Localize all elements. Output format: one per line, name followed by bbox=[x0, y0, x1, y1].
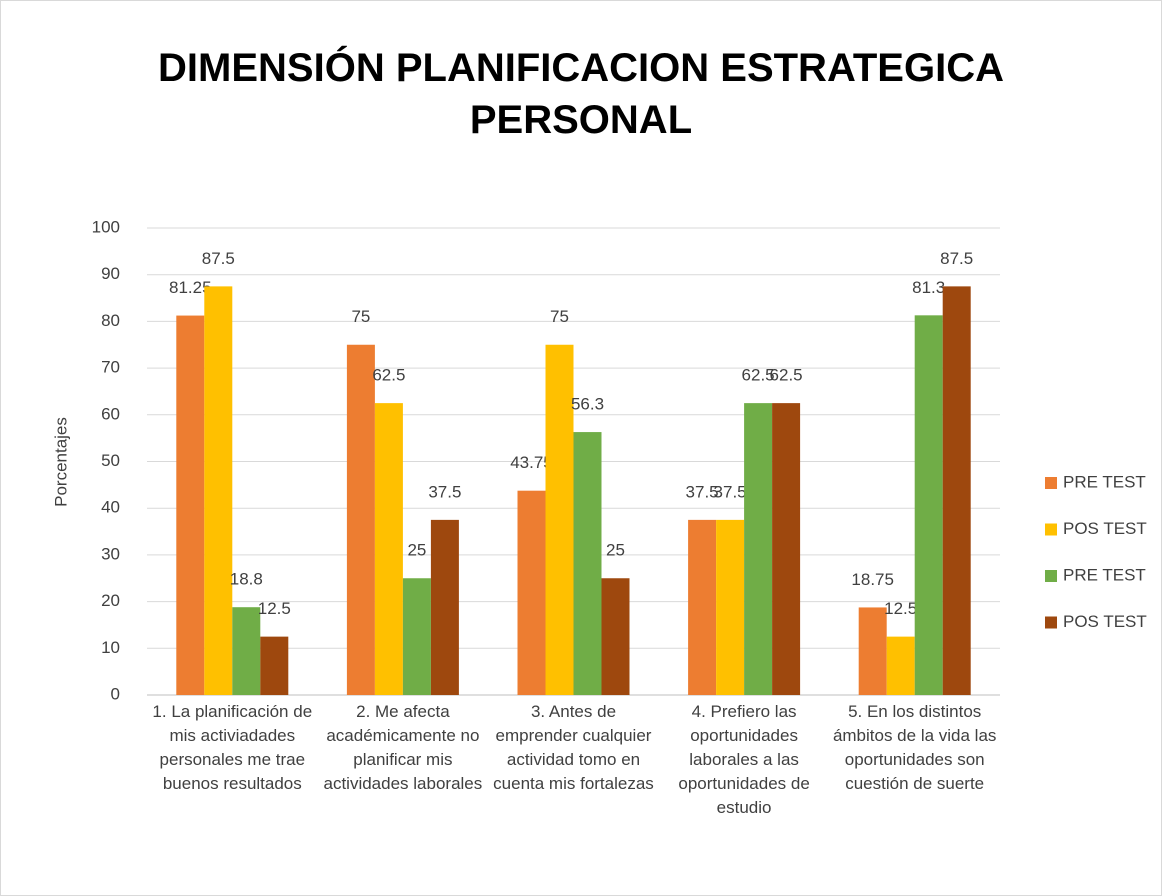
data-label: 18.75 bbox=[851, 570, 894, 589]
x-tick-label: 4. Prefiero las oportunidades laborales … bbox=[678, 702, 810, 817]
bar bbox=[545, 344, 574, 695]
legend-swatch bbox=[1045, 523, 1057, 536]
bar bbox=[914, 315, 943, 695]
data-label: 87.5 bbox=[202, 249, 235, 268]
y-tick-label: 80 bbox=[101, 311, 120, 330]
x-tick-label: 3. Antes de emprender cualquier activida… bbox=[493, 702, 654, 793]
legend-label: POS TEST bbox=[1063, 519, 1147, 538]
y-tick-label: 60 bbox=[101, 404, 120, 423]
y-axis-label: Porcentajes bbox=[51, 417, 70, 507]
legend-swatch bbox=[1045, 477, 1057, 489]
bar bbox=[176, 315, 205, 695]
bar bbox=[601, 578, 630, 695]
bar bbox=[204, 286, 233, 695]
bar bbox=[402, 578, 431, 695]
bar bbox=[744, 403, 773, 695]
data-label: 56.3 bbox=[571, 395, 604, 414]
legend-swatch bbox=[1045, 570, 1057, 582]
y-tick-label: 10 bbox=[101, 638, 120, 657]
bar bbox=[942, 286, 971, 695]
bar bbox=[346, 344, 375, 695]
bar bbox=[688, 519, 717, 695]
data-label: 81.25 bbox=[169, 278, 212, 297]
bar bbox=[858, 607, 887, 695]
data-label: 62.5 bbox=[372, 366, 405, 385]
y-tick-label: 100 bbox=[92, 217, 120, 236]
y-tick-label: 90 bbox=[101, 264, 120, 283]
bar bbox=[260, 636, 289, 695]
bar bbox=[430, 519, 459, 695]
bar bbox=[772, 403, 801, 695]
y-tick-label: 40 bbox=[101, 498, 120, 517]
data-label: 37.5 bbox=[686, 482, 719, 501]
y-tick-label: 0 bbox=[111, 684, 120, 703]
data-label: 62.5 bbox=[770, 366, 803, 385]
legend-label: PRE TEST bbox=[1063, 472, 1146, 491]
y-tick-label: 50 bbox=[101, 451, 120, 470]
y-tick-label: 70 bbox=[101, 358, 120, 377]
legend-swatch bbox=[1045, 616, 1057, 629]
data-label: 75 bbox=[351, 307, 370, 326]
data-label: 87.5 bbox=[940, 249, 973, 268]
data-label: 12.5 bbox=[258, 599, 291, 618]
bar bbox=[517, 490, 546, 695]
y-tick-label: 20 bbox=[101, 591, 120, 610]
data-label: 37.5 bbox=[428, 482, 461, 501]
y-tick-label: 30 bbox=[101, 544, 120, 563]
data-label: 81.3 bbox=[912, 278, 945, 297]
data-label: 25 bbox=[606, 541, 625, 560]
x-tick-label: 1. La planificación de mis activiadades … bbox=[152, 702, 313, 793]
bar bbox=[716, 519, 745, 695]
x-tick-label: 2. Me afecta académicamente no planifica… bbox=[323, 702, 483, 793]
data-label: 37.5 bbox=[714, 482, 747, 501]
data-label: 75 bbox=[550, 307, 569, 326]
data-label: 43.75 bbox=[510, 453, 553, 472]
bar bbox=[886, 636, 915, 695]
x-tick-label: 5. En los distintos ámbitos de la vida l… bbox=[832, 702, 997, 793]
bar bbox=[232, 607, 261, 695]
legend-label: PRE TEST bbox=[1063, 565, 1146, 584]
data-label: 62.5 bbox=[742, 366, 775, 385]
legend-label: POS TEST bbox=[1063, 612, 1147, 631]
data-label: 18.8 bbox=[230, 570, 263, 589]
bar bbox=[573, 432, 602, 695]
chart-title: DIMENSIÓN PLANIFICACION ESTRATEGICA PERS… bbox=[158, 46, 1004, 142]
data-label: 12.5 bbox=[884, 599, 917, 618]
data-label: 25 bbox=[407, 541, 426, 560]
bar bbox=[374, 403, 403, 695]
